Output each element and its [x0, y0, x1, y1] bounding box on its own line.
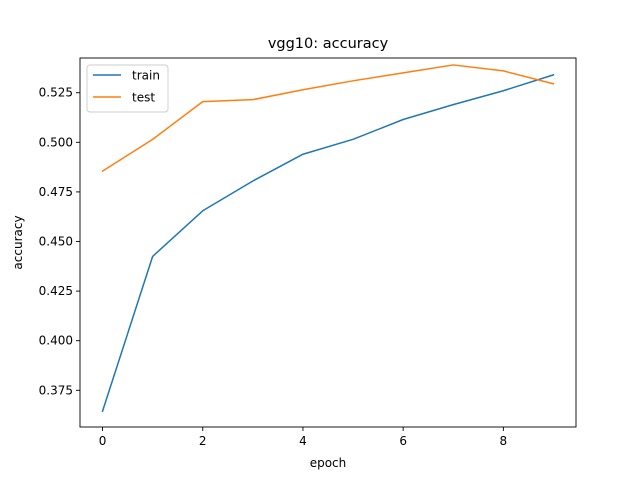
series-layer: [101, 64, 555, 413]
y-tick-label: 0.425: [39, 284, 73, 298]
y-axis-ticks: 0.375 0.400 0.425 0.450 0.475 0.500 0.525: [39, 86, 80, 397]
plot-area: 0 2 4 6 8 0.375 0.400 0.425 0.450 0.475 0.500 0.52…: [39, 57, 577, 448]
y-tick-label: 0.500: [39, 135, 73, 149]
legend-label-train: train: [132, 69, 160, 83]
x-tick-label: 8: [500, 434, 508, 448]
y-tick-label: 0.475: [39, 185, 73, 199]
y-tick-label: 0.450: [39, 235, 73, 249]
x-axis-label: epoch: [310, 456, 347, 470]
x-tick-label: 6: [399, 434, 407, 448]
y-tick-label: 0.400: [39, 334, 73, 348]
x-tick-label: 4: [299, 434, 307, 448]
legend-label-test: test: [132, 91, 155, 105]
series-line-test: [101, 64, 555, 173]
x-tick-label: 0: [99, 434, 107, 448]
series-line-train: [101, 73, 555, 413]
legend: train test: [86, 64, 169, 113]
legend-box: [86, 64, 169, 113]
chart-title: vgg10: accuracy: [268, 36, 389, 52]
y-axis-label: accuracy: [11, 215, 25, 269]
y-tick-label: 0.375: [39, 383, 73, 397]
x-axis-ticks: 0 2 4 6 8: [99, 427, 507, 448]
y-tick-label: 0.525: [39, 86, 73, 100]
x-tick-label: 2: [199, 434, 207, 448]
axes-frame: [79, 57, 577, 428]
